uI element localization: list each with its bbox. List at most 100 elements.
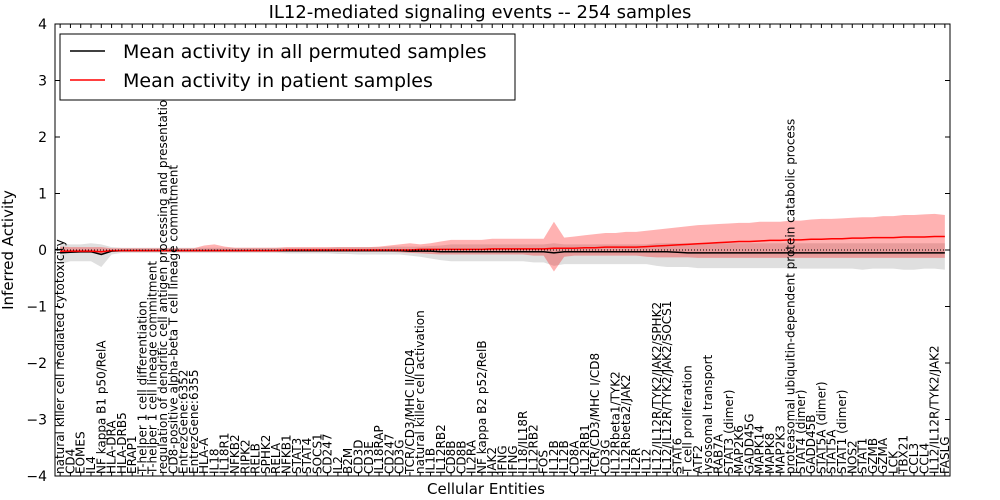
series-lines	[60, 235, 945, 256]
entity-label: CD247	[382, 433, 396, 474]
entity-label: natural killer cell mediated cytotoxicit…	[53, 239, 67, 474]
entity-label: LCK	[886, 450, 900, 474]
entity-label: IFNG	[506, 445, 520, 474]
entity-label: IL12RB2	[526, 424, 540, 474]
entity-label: B2M	[341, 448, 355, 474]
legend-label-patient: Mean activity in patient samples	[123, 70, 433, 92]
entity-label: T-helper 1 cell differentiation	[135, 301, 149, 475]
entity-label: TCR/CD3/MHC I/CD8	[588, 353, 602, 475]
legend: Mean activity in all permuted samples Me…	[59, 33, 516, 101]
entity-label: IL12	[640, 449, 654, 475]
entity-label: IL12/IL12R/TYK2/JAK2/SPHK2	[650, 302, 664, 474]
x-axis-entity-labels: natural killer cell mediated cytotoxicit…	[53, 92, 952, 475]
entity-label: T-helper 1 cell lineage commitment	[146, 261, 160, 475]
entity-label: IL12B	[557, 440, 571, 474]
entity-label: NOS2	[845, 440, 859, 474]
entity-label: CD8B	[444, 441, 458, 475]
entity-label: FOS	[537, 450, 551, 474]
entity-label: CD3G	[393, 439, 407, 474]
entity-label: NF kappa B2 p52/RelB	[475, 340, 489, 474]
entity-label: CD8B	[454, 441, 468, 475]
chart-title: IL12-mediated signaling events -- 254 sa…	[269, 2, 692, 23]
y-axis-ticks: −4 −3 −2 −1 0 1 2 3 4	[26, 17, 950, 485]
entity-label: STAT3 (dimer)	[722, 390, 736, 474]
entity-label: IL2	[331, 456, 345, 474]
y-tick-label: 3	[38, 74, 47, 90]
entity-label: CD8-positive alpha-beta T cell lineage c…	[166, 165, 180, 474]
entity-label: EntrezGene:6352	[177, 370, 191, 475]
entity-label: CD3D	[351, 440, 365, 475]
x-axis-ticks	[59, 24, 946, 476]
entity-label: MAP2K3	[773, 425, 787, 474]
entity-label: SPHK2	[259, 435, 273, 474]
entity-label: CCL4	[917, 443, 931, 474]
entity-label: IL12Rbeta1/TYK2	[609, 371, 623, 474]
entity-label: T cell proliferation	[681, 365, 695, 475]
entity-label: lysosomal transport	[701, 354, 715, 474]
entity-label: IL12/IL12R/TYK2/JAK2/SOCS1	[660, 301, 674, 474]
entity-label: SOCS1	[310, 433, 324, 474]
entity-label: NFKB1	[279, 434, 293, 474]
entity-label: STAT5A (dimer)	[814, 381, 828, 474]
entity-label: IL4	[84, 456, 98, 474]
legend-box	[59, 33, 516, 101]
entity-label: regulation of dendritic cell antigen pro…	[156, 92, 170, 474]
y-tick-label: −3	[26, 413, 47, 429]
entity-label: STAT3	[290, 438, 304, 474]
entity-label: STAT6	[670, 438, 684, 474]
entity-label: IL12/IL12R/TYK2/JAK2	[928, 345, 942, 474]
y-tick-label: −2	[26, 356, 47, 372]
entity-label: JAK2	[485, 447, 499, 475]
entity-label: IL2R	[629, 448, 643, 474]
band-series-2	[60, 213, 945, 272]
entity-label: CCL3	[907, 443, 921, 474]
entity-label: RELA	[269, 442, 283, 474]
entity-label: EntrezGene:6355	[187, 370, 201, 475]
entity-label: GZMA	[876, 437, 890, 474]
entity-label: CD4	[63, 449, 77, 474]
entity-label: EOMES	[74, 431, 88, 474]
entity-label: natural killer cell activation	[413, 310, 427, 474]
entity-label: RIPK2	[238, 439, 252, 474]
entity-label: CD3E	[362, 441, 376, 474]
entity-label: IL1B	[423, 448, 437, 474]
entity-label: proteasomal ubiquitin-dependent protein …	[784, 119, 798, 474]
entity-label: CD247	[321, 433, 335, 474]
y-tick-label: 2	[38, 130, 47, 146]
entity-label: IL2RA	[465, 439, 479, 474]
entity-label: IL12Rbeta2/JAK2	[619, 374, 633, 474]
entity-label: MAP2K6	[732, 425, 746, 474]
entity-label: ERAP1	[125, 435, 139, 474]
y-tick-label: 1	[38, 187, 47, 203]
entity-label: GZMB	[866, 438, 880, 474]
entity-label: RELB	[249, 443, 263, 474]
entity-label: TCR/CD3/MHC II/CD4	[403, 349, 417, 475]
entity-label: STAT4	[300, 438, 314, 474]
entity-label: TBX21	[897, 435, 911, 475]
y-tick-label: 0	[38, 243, 47, 259]
entity-label: STAT1	[856, 438, 870, 474]
entity-label: NFKB2	[228, 434, 242, 474]
line-series-2	[60, 235, 945, 253]
entity-label: IFNG	[496, 445, 510, 474]
entity-label: HLA-DRA	[105, 420, 119, 474]
entity-label: HLA-DRB5	[115, 412, 129, 474]
entity-label: CD3G	[598, 439, 612, 474]
legend-label-permuted: Mean activity in all permuted samples	[123, 41, 486, 63]
entity-label: FASLG	[938, 436, 952, 474]
y-tick-label: −4	[26, 469, 47, 485]
entity-label: GADD45B	[804, 415, 818, 475]
entity-label: STAT5A	[825, 429, 839, 474]
entity-label: RAB7A	[712, 433, 726, 474]
plot-frame	[54, 23, 951, 477]
entity-label: STAT1 (dimer)	[835, 390, 849, 474]
entity-label: IL12B	[547, 440, 561, 474]
y-tick-label: −1	[26, 300, 47, 316]
confidence-bands	[60, 213, 945, 272]
entity-label: GADD45G	[742, 413, 756, 474]
entity-label: IL12RB1	[578, 424, 592, 474]
entity-label: ATF2	[691, 445, 705, 474]
entity-label: STAT4 (dimer)	[794, 390, 808, 474]
entity-label: IL12RB2	[434, 424, 448, 474]
y-tick-label: 4	[38, 17, 47, 33]
